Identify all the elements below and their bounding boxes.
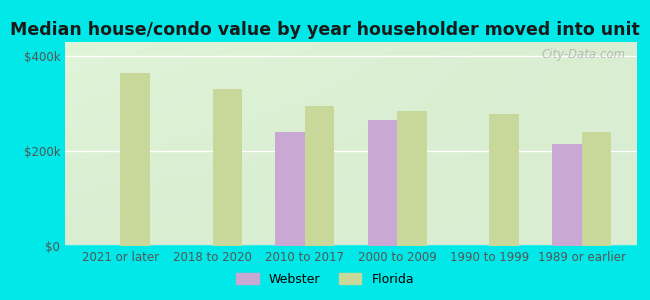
Text: City-Data.com: City-Data.com <box>541 48 625 61</box>
Bar <box>489 114 519 246</box>
Bar <box>120 73 150 246</box>
Bar <box>552 144 582 246</box>
Bar <box>397 111 426 246</box>
Bar <box>276 132 305 246</box>
Bar <box>582 132 611 246</box>
Legend: Webster, Florida: Webster, Florida <box>231 268 419 291</box>
Text: Median house/condo value by year householder moved into unit: Median house/condo value by year househo… <box>10 21 640 39</box>
Bar <box>368 120 397 246</box>
Bar <box>305 106 334 246</box>
Bar <box>213 89 242 246</box>
